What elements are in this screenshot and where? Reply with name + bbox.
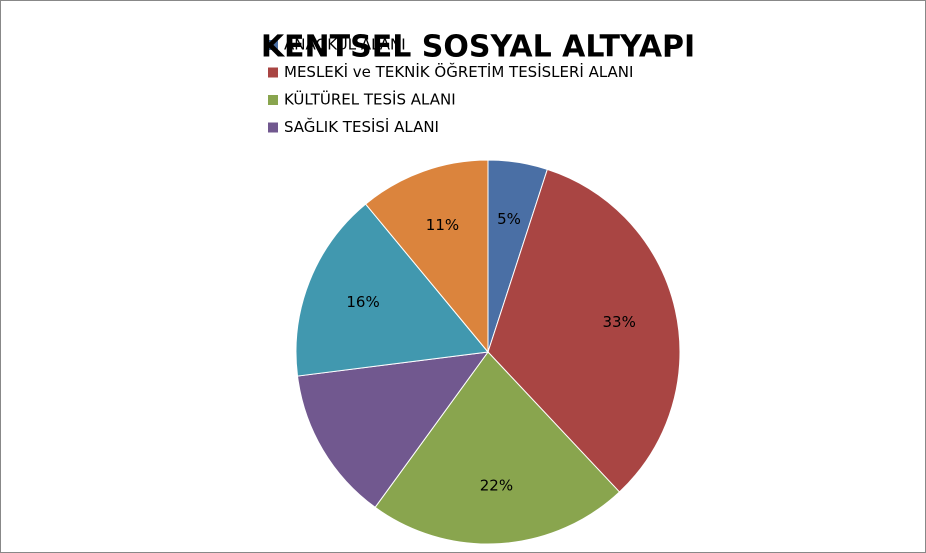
legend-swatch	[268, 40, 278, 50]
chart-title: KENTSEL SOSYAL ALTYAPI	[261, 30, 695, 65]
legend-swatch	[268, 122, 278, 133]
legend-label: SAĞLIK TESİSİ ALANI	[284, 117, 439, 136]
pie-slice	[295, 203, 489, 377]
pie-slice	[487, 168, 681, 493]
legend-swatch	[268, 67, 278, 78]
data-label: 5%	[497, 210, 521, 228]
legend-label: KÜLTÜREL TESİS ALANI	[284, 90, 456, 109]
data-label: 16%	[346, 293, 379, 311]
pie-slice	[374, 351, 621, 545]
data-label: 22%	[480, 477, 513, 495]
legend-swatch	[268, 95, 278, 105]
legend-label: MESLEKİ ve TEKNİK ÖĞRETİM TESİSLERİ ALAN…	[284, 62, 633, 81]
pie-slice	[364, 159, 489, 354]
pie-slice	[296, 351, 490, 509]
legend-label: ANAOKUL ALANI	[284, 36, 406, 54]
data-label: 11%	[426, 216, 459, 234]
data-label: 33%	[602, 313, 635, 331]
